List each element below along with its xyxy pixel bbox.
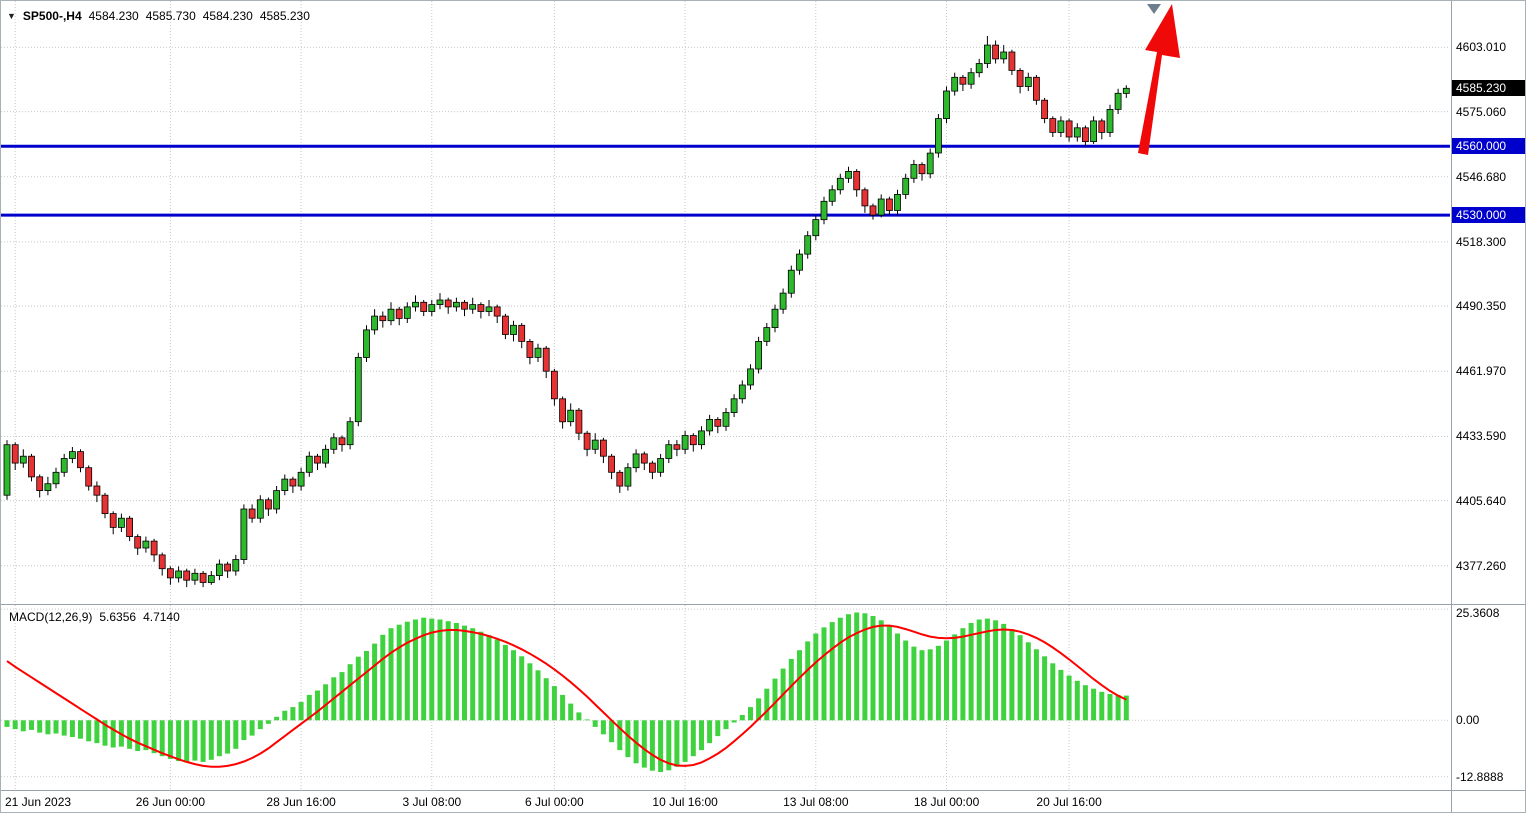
price-axis-label: 4461.970 (1456, 364, 1507, 379)
time-axis-divider (1, 790, 1525, 791)
price-axis-label: 4433.590 (1456, 429, 1507, 444)
macd-signal-value: 4.7140 (143, 610, 180, 624)
price-axis-label: 4518.300 (1456, 234, 1507, 249)
hline-price-badge[interactable]: 4560.000 (1452, 138, 1525, 155)
macd-canvas[interactable] (1, 605, 1450, 790)
ohlc-header: ▼ SP500-,H4 4584.230 4585.730 4584.230 4… (7, 9, 310, 23)
macd-name: MACD(12,26,9) (9, 610, 93, 624)
price-axis-label: 4603.010 (1456, 40, 1507, 55)
price-axis-label: 4490.350 (1456, 299, 1507, 314)
price-axis-label: 4575.060 (1456, 104, 1507, 119)
macd-main-value: 5.6356 (99, 610, 137, 624)
macd-indicator-label: MACD(12,26,9) 5.6356 4.7140 (9, 610, 180, 624)
time-axis-label: 26 Jun 00:00 (135, 795, 206, 809)
macd-histogram (4, 612, 1129, 772)
macd-axis-label: -12.8888 (1456, 769, 1504, 784)
price-axis-label: 4546.680 (1456, 169, 1507, 184)
ohlc-low-value: 4584.230 (202, 9, 253, 23)
ohlc-open-value: 4584.230 (88, 9, 139, 23)
ohlc-high-value: 4585.730 (145, 9, 196, 23)
trend-arrow[interactable] (1138, 4, 1180, 155)
macd-axis-label: 25.3608 (1456, 606, 1500, 620)
time-axis-label: 28 Jun 16:00 (266, 795, 336, 809)
candlesticks (3, 35, 1130, 588)
object-anchor-icon (1147, 4, 1161, 14)
time-axis-label: 18 Jul 00:00 (913, 795, 980, 809)
price-chart-panel[interactable]: ▼ SP500-,H4 4584.230 4585.730 4584.230 4… (1, 1, 1451, 604)
price-axis[interactable]: 4603.010 4575.060 4546.680 4518.300 4490.350… (1452, 1, 1525, 812)
price-chart-canvas[interactable] (1, 1, 1450, 604)
time-axis[interactable]: 21 Jun 2023 26 Jun 00:00 28 Jun 16:00 3 Jul… (1, 791, 1451, 812)
time-axis-label: 6 Jul 00:00 (525, 795, 584, 809)
current-price-badge[interactable]: 4585.230 (1452, 80, 1525, 97)
macd-gridlines (1, 605, 1450, 790)
time-axis-label: 13 Jul 08:00 (783, 795, 849, 809)
time-axis-label: 3 Jul 08:00 (402, 795, 462, 809)
price-axis-label: 4377.260 (1456, 558, 1507, 573)
panel-divider[interactable] (1, 604, 1525, 605)
hline-price-badge[interactable]: 4530.000 (1452, 207, 1525, 224)
time-axis-label: 21 Jun 2023 (5, 795, 72, 809)
collapse-toggle-icon[interactable]: ▼ (7, 11, 16, 21)
macd-indicator-panel[interactable]: MACD(12,26,9) 5.6356 4.7140 (1, 605, 1451, 790)
macd-axis-label: 0.00 (1456, 713, 1480, 728)
price-gridlines (1, 1, 1450, 604)
price-axis-divider (1451, 1, 1452, 812)
time-axis-label: 10 Jul 16:00 (652, 795, 718, 809)
time-axis-label: 20 Jul 16:00 (1036, 795, 1102, 809)
macd-signal-line (6, 624, 1127, 768)
symbol-period-label: SP500-,H4 (22, 9, 82, 23)
ohlc-close-value: 4585.230 (259, 9, 310, 23)
price-axis-label: 4405.640 (1456, 493, 1507, 508)
